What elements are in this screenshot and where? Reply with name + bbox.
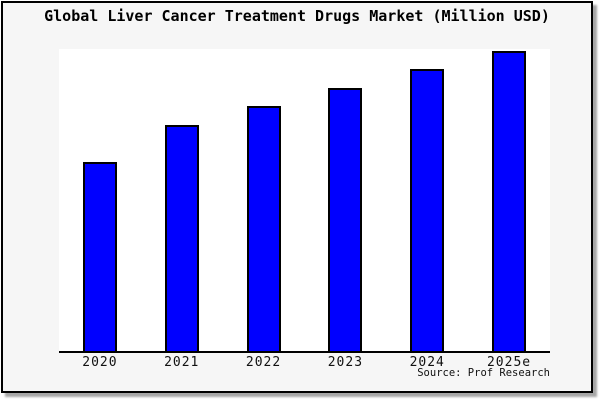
x-tick-label-2021: 2021 <box>164 355 200 370</box>
x-tick-label-2023: 2023 <box>327 355 364 370</box>
bar-2020 <box>82 162 117 351</box>
bar-2024 <box>410 69 445 351</box>
bar-slot-2022 <box>223 49 305 351</box>
bar-slot-2020 <box>59 49 141 351</box>
bar-slot-2021 <box>141 49 223 351</box>
bar-2021 <box>164 125 199 351</box>
bar-slot-2024 <box>386 49 468 351</box>
bar-2023 <box>328 88 363 351</box>
x-tick-label-2022: 2022 <box>245 355 282 370</box>
x-tick-label-2020: 2020 <box>82 355 118 370</box>
source-credit: Source: Prof Research <box>417 367 550 379</box>
chart-title: Global Liver Cancer Treatment Drugs Mark… <box>44 7 550 25</box>
chart-panel: Global Liver Cancer Treatment Drugs Mark… <box>1 1 593 393</box>
bar-2025e <box>492 51 527 351</box>
x-tick-label-2025e: 2025e <box>486 355 532 370</box>
bar-2022 <box>246 106 281 351</box>
bar-slot-2023 <box>304 49 386 351</box>
plot-area <box>59 49 550 353</box>
x-axis-labels: 2020 2021 2022 2023 2024 2025e <box>59 355 550 370</box>
bar-slot-2025e <box>468 49 550 351</box>
x-tick-label-2024: 2024 <box>409 355 445 370</box>
